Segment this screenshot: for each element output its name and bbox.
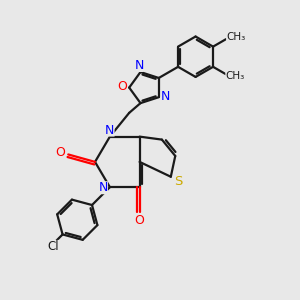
Text: O: O: [55, 146, 65, 160]
Text: O: O: [135, 214, 145, 227]
Text: S: S: [174, 175, 182, 188]
Text: CH₃: CH₃: [225, 71, 244, 82]
Text: N: N: [134, 59, 144, 72]
Text: CH₃: CH₃: [226, 32, 245, 42]
Text: N: N: [160, 90, 170, 103]
Text: O: O: [118, 80, 128, 93]
Text: N: N: [99, 181, 108, 194]
Text: Cl: Cl: [48, 240, 59, 253]
Text: N: N: [105, 124, 115, 136]
